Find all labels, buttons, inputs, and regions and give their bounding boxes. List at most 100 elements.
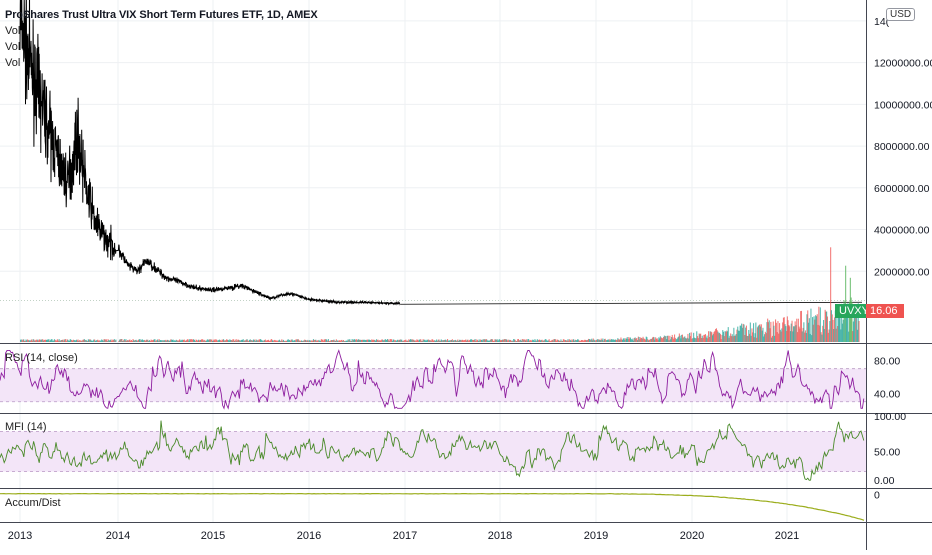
- volume-bar: [303, 340, 305, 342]
- volume-bar: [133, 340, 135, 342]
- volume-bar: [812, 317, 814, 342]
- volume-bar: [503, 339, 505, 342]
- volume-bar: [479, 340, 481, 342]
- volume-bar: [375, 340, 377, 342]
- volume-bar: [246, 339, 248, 342]
- main-axis-tick-label: 12000000.00: [874, 58, 932, 70]
- volume-bar: [319, 340, 321, 342]
- volume-bar: [98, 340, 100, 342]
- volume-bar: [372, 339, 374, 342]
- volume-bar: [708, 337, 710, 342]
- volume-bar: [443, 340, 445, 342]
- volume-bar: [748, 330, 750, 342]
- volume-bar: [83, 339, 85, 342]
- volume-bar: [408, 339, 410, 342]
- volume-bar: [645, 336, 647, 342]
- volume-bar: [236, 340, 238, 342]
- volume-bar: [818, 306, 820, 342]
- volume-bar: [508, 340, 510, 342]
- volume-bar: [341, 339, 343, 342]
- volume-bar: [152, 340, 154, 342]
- volume-bar: [41, 339, 43, 342]
- volume-bar: [396, 340, 398, 342]
- volume-bar: [703, 334, 705, 342]
- volume-bar: [87, 341, 89, 342]
- volume-bar: [273, 340, 275, 342]
- volume-bar: [718, 333, 720, 342]
- volume-bar: [840, 329, 842, 342]
- volume-bar: [678, 336, 680, 342]
- volume-bar: [193, 339, 195, 342]
- volume-bar: [671, 334, 673, 342]
- volume-bar: [558, 340, 560, 342]
- volume-bar: [265, 340, 267, 342]
- volume-bar: [537, 340, 539, 342]
- volume-bar: [662, 338, 664, 342]
- volume-bar: [175, 339, 177, 342]
- rsi-pane-label: RSI (14, close): [5, 352, 78, 364]
- volume-bar: [102, 340, 104, 342]
- volume-bar: [141, 339, 143, 342]
- volume-bar: [266, 340, 268, 342]
- volume-bar: [235, 339, 237, 342]
- volume-bar: [638, 337, 640, 342]
- volume-bar: [223, 339, 225, 342]
- volume-bar: [276, 340, 278, 342]
- volume-bar: [639, 339, 641, 342]
- volume-bar: [145, 339, 147, 342]
- volume-bar: [568, 340, 570, 342]
- volume-bar: [670, 337, 672, 342]
- volume-bar: [374, 339, 376, 342]
- volume-bar: [124, 340, 126, 342]
- volume-bar: [825, 311, 827, 342]
- volume-bar: [622, 339, 624, 342]
- volume-bar: [76, 339, 78, 342]
- volume-bar: [71, 340, 73, 342]
- volume-bar: [598, 339, 600, 342]
- volume-bar: [122, 341, 124, 342]
- volume-bar: [215, 339, 217, 342]
- volume-bar: [31, 340, 33, 342]
- volume-bar: [821, 334, 823, 342]
- volume-bar: [745, 325, 747, 342]
- volume-bar: [667, 335, 669, 342]
- volume-bar: [441, 340, 443, 342]
- volume-bar: [35, 340, 37, 342]
- currency-button[interactable]: USD: [886, 8, 916, 21]
- volume-bar: [691, 338, 693, 342]
- volume-bar: [230, 340, 232, 342]
- volume-bar: [841, 303, 843, 342]
- volume-bar: [394, 340, 396, 342]
- volume-bar: [307, 339, 309, 342]
- volume-bar: [49, 340, 51, 342]
- volume-bar: [531, 340, 533, 342]
- volume-bar: [657, 339, 659, 342]
- volume-bar: [618, 339, 620, 342]
- volume-bar: [77, 339, 79, 342]
- volume-bar: [839, 308, 841, 342]
- volume-bar: [131, 341, 133, 342]
- volume-bar: [544, 339, 546, 342]
- volume-bar: [228, 340, 230, 342]
- volume-bar: [284, 340, 286, 342]
- volume-bar: [237, 339, 239, 342]
- volume-bar: [815, 315, 817, 342]
- volume-bar: [203, 340, 205, 342]
- volume-bar: [491, 339, 493, 342]
- volume-bar: [619, 339, 621, 342]
- volume-bar: [50, 340, 52, 342]
- volume-bar: [683, 336, 685, 342]
- volume-bar: [451, 339, 453, 342]
- volume-bar: [855, 309, 857, 342]
- volume-bar: [298, 340, 300, 342]
- volume-bar: [60, 340, 62, 342]
- volume-bar: [105, 339, 107, 342]
- volume-bar: [331, 340, 333, 342]
- volume-bar: [837, 326, 839, 342]
- volume-bar: [20, 339, 22, 342]
- volume-bar: [775, 322, 777, 342]
- volume-bar: [798, 326, 800, 342]
- volume-bar: [573, 340, 575, 342]
- volume-bar: [55, 339, 57, 342]
- volume-bar: [535, 340, 537, 342]
